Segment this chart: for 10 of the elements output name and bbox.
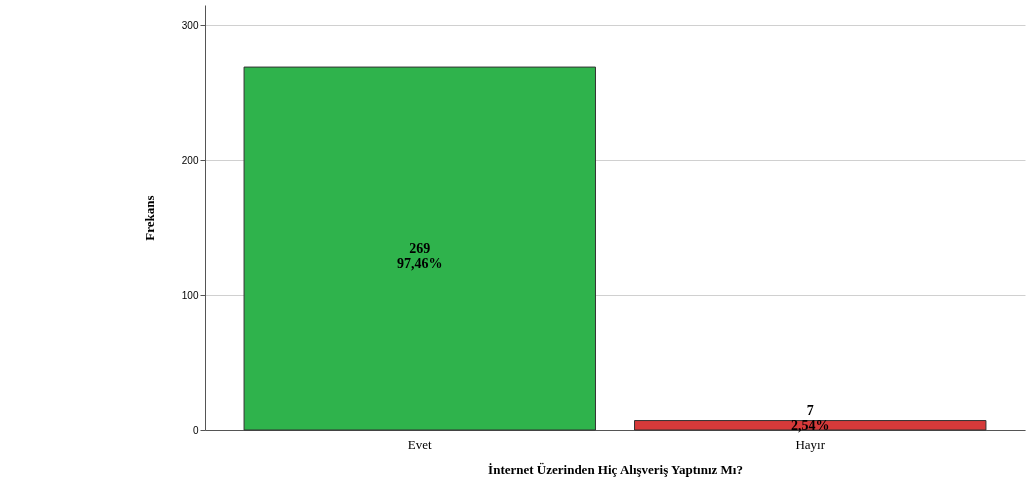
data-label: 269 97,46%	[397, 240, 443, 271]
y-axis-title: Frekans	[141, 195, 157, 241]
y-tick-label: 200	[181, 154, 199, 166]
x-tick-label: Evet	[407, 436, 433, 452]
x-tick-label: Hayır	[795, 436, 826, 452]
y-tick-label: 0	[192, 424, 199, 436]
y-tick-label: 300	[181, 19, 199, 31]
y-tick-label: 100	[181, 289, 199, 301]
data-label: 7 2,54%	[790, 402, 830, 433]
x-axis-title: İnternet Üzerinden Hiç Alışveriş Yaptınız Mı?	[488, 461, 743, 477]
